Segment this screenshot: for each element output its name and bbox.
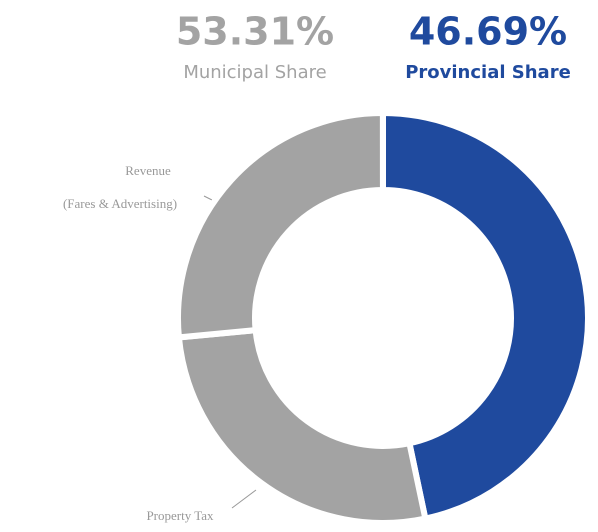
donut-slice bbox=[175, 326, 429, 526]
share-value: 53.31% bbox=[176, 10, 334, 54]
share-value: 46.69% bbox=[409, 10, 567, 54]
donut-slice bbox=[380, 109, 591, 523]
segment-note: (Fares & Advertising) bbox=[63, 196, 177, 211]
leader-line bbox=[231, 489, 257, 509]
segment-label: Property Tax bbox=[146, 508, 214, 523]
segment-label: Revenue bbox=[125, 163, 171, 178]
share-name: Municipal Share bbox=[183, 62, 326, 83]
share-name: Provincial Share bbox=[405, 62, 571, 83]
segment-divider bbox=[178, 328, 256, 339]
donut-slice bbox=[175, 109, 386, 341]
